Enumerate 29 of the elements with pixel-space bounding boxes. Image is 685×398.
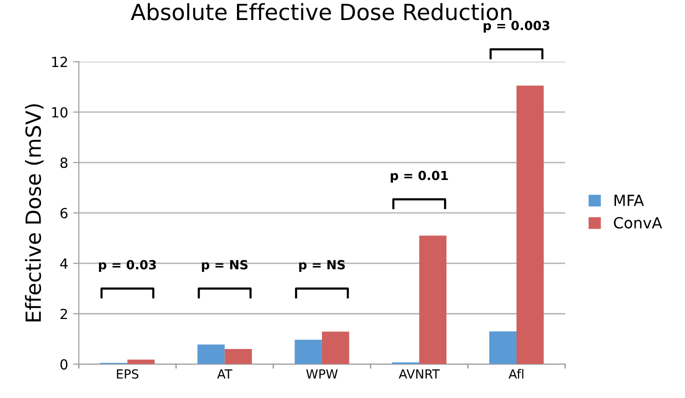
y-tick-label: 12 bbox=[52, 56, 67, 67]
y-tick-label: 0 bbox=[60, 359, 68, 370]
annotation: p = 0.03 bbox=[98, 260, 156, 272]
bar bbox=[294, 340, 322, 364]
x-tick-label: EPS bbox=[116, 369, 138, 379]
bar bbox=[419, 236, 446, 364]
bar bbox=[489, 331, 516, 364]
x-tick-label: WPW bbox=[306, 369, 338, 379]
legend-label: ConvA bbox=[614, 217, 662, 229]
bar bbox=[224, 349, 252, 364]
annotation: p = 0.01 bbox=[390, 170, 448, 183]
x-tick-label: AVNRT bbox=[398, 369, 440, 379]
annotation: p = NS bbox=[299, 260, 345, 272]
x-tick-label: AT bbox=[217, 369, 232, 379]
y-tick-label: 4 bbox=[60, 258, 68, 269]
text: p = 0.003 bbox=[484, 20, 550, 33]
bar bbox=[516, 86, 544, 364]
y-tick-label: 6 bbox=[60, 208, 68, 218]
bar bbox=[127, 360, 155, 364]
y-tick-label: 2 bbox=[60, 308, 67, 320]
y-tick-label: 10 bbox=[52, 107, 68, 118]
bar bbox=[322, 332, 350, 364]
y-tick-label: 8 bbox=[60, 157, 68, 168]
chart-title: Absolute Effective Dose Reduction bbox=[130, 3, 512, 20]
legend-label: MFA bbox=[614, 194, 644, 206]
annotation: p = NS bbox=[202, 260, 248, 272]
bar bbox=[197, 344, 225, 364]
y-axis-title: Effective Dose (mSV) bbox=[24, 104, 44, 322]
x-tick-label: Afl bbox=[508, 369, 524, 379]
